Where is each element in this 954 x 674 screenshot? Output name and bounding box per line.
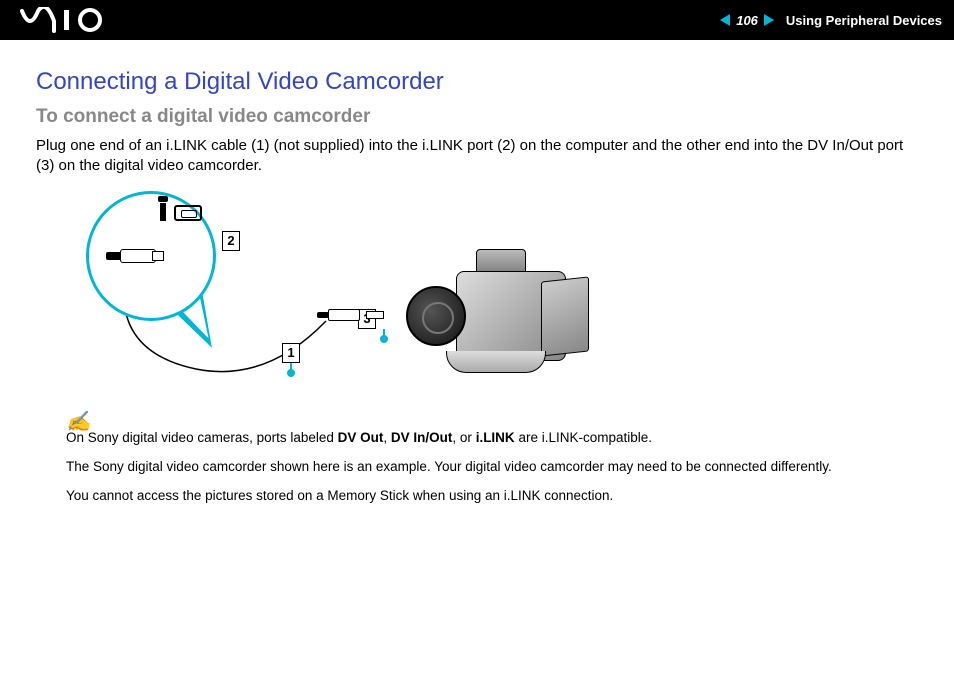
note-1-b1: DV Out bbox=[338, 430, 384, 445]
section-title: Using Peripheral Devices bbox=[786, 13, 942, 28]
label-2: 2 bbox=[222, 231, 240, 251]
note-2: The Sony digital video camcorder shown h… bbox=[66, 459, 918, 474]
label-1: 1 bbox=[282, 343, 300, 363]
header-nav: 106 Using Peripheral Devices bbox=[720, 13, 942, 28]
connection-diagram: 2 1 3 bbox=[66, 191, 666, 401]
note-1-s1: , bbox=[383, 430, 391, 445]
header-bar: 106 Using Peripheral Devices bbox=[0, 0, 954, 40]
note-1-b2: DV In/Out bbox=[391, 430, 453, 445]
note-1-pre: On Sony digital video cameras, ports lab… bbox=[66, 430, 338, 445]
page-subtitle: To connect a digital video camcorder bbox=[36, 106, 918, 128]
camcorder-port bbox=[366, 311, 384, 319]
note-1-b3: i.LINK bbox=[476, 430, 515, 445]
notes-block: ✍ On Sony digital video cameras, ports l… bbox=[36, 409, 918, 503]
note-3: You cannot access the pictures stored on… bbox=[66, 488, 918, 503]
marker-1-line bbox=[290, 363, 292, 371]
page-number: 106 bbox=[736, 13, 758, 28]
ilink-icon bbox=[160, 203, 166, 221]
cable-connector bbox=[106, 246, 164, 266]
page-title: Connecting a Digital Video Camcorder bbox=[36, 68, 918, 96]
note-1: On Sony digital video cameras, ports lab… bbox=[66, 430, 918, 445]
vaio-logo bbox=[20, 7, 130, 33]
nav-prev-icon[interactable] bbox=[720, 14, 730, 26]
cable-end-connector bbox=[328, 309, 360, 321]
nav-next-icon[interactable] bbox=[764, 14, 774, 26]
marker-3-line bbox=[383, 329, 385, 337]
note-1-s2: , or bbox=[452, 430, 475, 445]
ilink-port-icon bbox=[174, 205, 202, 221]
camcorder-illustration bbox=[386, 251, 596, 381]
note-1-post: are i.LINK-compatible. bbox=[515, 430, 652, 445]
instruction-text: Plug one end of an i.LINK cable (1) (not… bbox=[36, 136, 918, 177]
page-content: Connecting a Digital Video Camcorder To … bbox=[0, 40, 954, 503]
vaio-logo-svg bbox=[20, 7, 130, 33]
